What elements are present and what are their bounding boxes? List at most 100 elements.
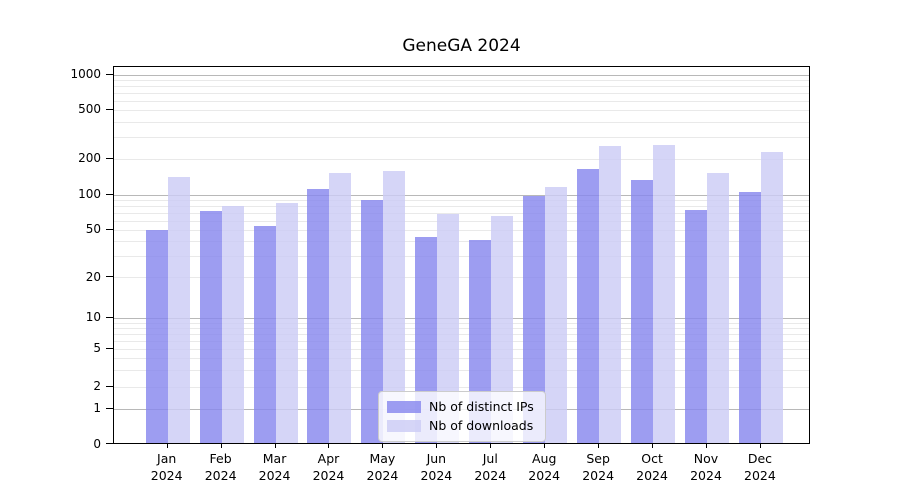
minor-gridline [114, 340, 809, 342]
legend-label-distinct-ips: Nb of distinct IPs [429, 399, 534, 414]
major-gridline [114, 317, 809, 319]
x-tick-mark [274, 444, 276, 448]
legend: Nb of distinct IPs Nb of downloads [378, 391, 546, 442]
y-tick-mark [106, 108, 113, 110]
y-tick-mark [106, 443, 113, 444]
y-tick-mark [106, 407, 113, 409]
minor-gridline [114, 212, 809, 214]
x-tick-label-may: May 2024 [366, 451, 399, 483]
minor-gridline [114, 348, 809, 350]
y-tick-label: 1000 [70, 67, 101, 81]
bar-mar-distinct-ips [253, 226, 276, 443]
y-tick-label: 100 [78, 187, 101, 202]
minor-gridline [114, 327, 809, 329]
major-gridline [114, 74, 809, 76]
x-tick-label-nov: Nov 2024 [690, 451, 722, 483]
y-tick-mark [106, 385, 113, 387]
x-tick-mark [706, 444, 707, 448]
bar-dec-distinct-ips [738, 191, 761, 443]
bar-apr-distinct-ips [307, 189, 330, 443]
x-tick-label-oct: Oct 2024 [636, 451, 668, 483]
y-tick-label: 0 [93, 436, 101, 451]
minor-gridline [114, 369, 809, 371]
minor-gridline [114, 277, 809, 279]
y-tick-label: 50 [85, 222, 101, 237]
x-tick-mark [490, 444, 492, 448]
y-tick-mark [106, 228, 113, 230]
y-tick-label: 500 [78, 102, 101, 117]
y-tick-mark [106, 193, 113, 195]
x-tick-mark [382, 444, 384, 448]
minor-gridline [114, 322, 809, 324]
bar-aug-downloads [545, 186, 568, 443]
bar-nov-distinct-ips [685, 209, 707, 443]
x-tick-mark [220, 444, 222, 448]
x-tick-mark [544, 444, 546, 448]
minor-gridline [114, 386, 809, 388]
minor-gridline [114, 79, 809, 81]
x-tick-mark [328, 444, 330, 448]
bar-may-downloads [383, 170, 406, 443]
bar-oct-distinct-ips [631, 179, 654, 443]
minor-gridline [114, 229, 809, 231]
x-tick-label-aug: Aug 2024 [528, 451, 561, 483]
x-tick-mark [436, 444, 438, 448]
plot-area [113, 66, 810, 444]
bar-jan-downloads [167, 176, 190, 443]
chart-title: GeneGA 2024 [402, 36, 521, 56]
bar-may-distinct-ips [361, 199, 384, 443]
x-tick-label-sep: Sep 2024 [582, 451, 615, 483]
minor-gridline [114, 137, 809, 139]
bar-jan-distinct-ips [145, 230, 168, 443]
bar-nov-downloads [707, 172, 729, 443]
minor-gridline [114, 333, 809, 335]
y-tick-label: 200 [78, 151, 101, 166]
y-tick-label: 2 [93, 379, 101, 393]
bar-dec-downloads [760, 152, 783, 443]
bar-oct-downloads [653, 145, 676, 443]
x-tick-label-jul: Jul 2024 [474, 451, 507, 483]
x-tick-label-dec: Dec 2024 [744, 451, 776, 483]
x-tick-label-mar: Mar 2024 [258, 451, 291, 483]
major-gridline [114, 194, 809, 196]
bar-feb-distinct-ips [199, 211, 222, 443]
bar-sep-downloads [599, 146, 622, 443]
y-tick-label: 20 [85, 269, 101, 284]
minor-gridline [114, 200, 809, 202]
legend-label-downloads: Nb of downloads [429, 418, 534, 433]
bar-feb-downloads [221, 205, 244, 443]
minor-gridline [114, 121, 809, 123]
bar-aug-distinct-ips [523, 196, 546, 443]
minor-gridline [114, 85, 809, 87]
bar-mar-downloads [275, 202, 298, 443]
y-tick-label: 10 [85, 310, 101, 325]
y-tick-mark [106, 73, 113, 75]
minor-gridline [114, 92, 809, 94]
x-tick-label-feb: Feb 2024 [204, 451, 237, 483]
x-tick-mark [598, 444, 600, 448]
minor-gridline [114, 241, 809, 243]
minor-gridline [114, 256, 809, 258]
x-tick-label-apr: Apr 2024 [312, 451, 345, 483]
y-tick-mark [106, 316, 113, 318]
y-tick-mark [106, 157, 113, 159]
minor-gridline [114, 158, 809, 160]
bar-jun-downloads [437, 213, 460, 443]
bar-apr-downloads [329, 173, 352, 443]
y-tick-label: 1 [93, 401, 101, 416]
minor-gridline [114, 109, 809, 111]
x-tick-mark [166, 444, 168, 448]
minor-gridline [114, 100, 809, 102]
legend-swatch-downloads [387, 419, 421, 432]
y-tick-mark [106, 276, 113, 278]
y-tick-label: 5 [93, 341, 101, 356]
x-tick-mark [759, 444, 761, 448]
x-tick-label-jan: Jan 2024 [150, 451, 183, 483]
y-tick-mark [106, 347, 113, 349]
minor-gridline [114, 220, 809, 222]
minor-gridline [114, 357, 809, 359]
legend-swatch-distinct-ips [387, 400, 421, 413]
bar-sep-distinct-ips [577, 168, 600, 443]
x-tick-mark [652, 444, 654, 448]
